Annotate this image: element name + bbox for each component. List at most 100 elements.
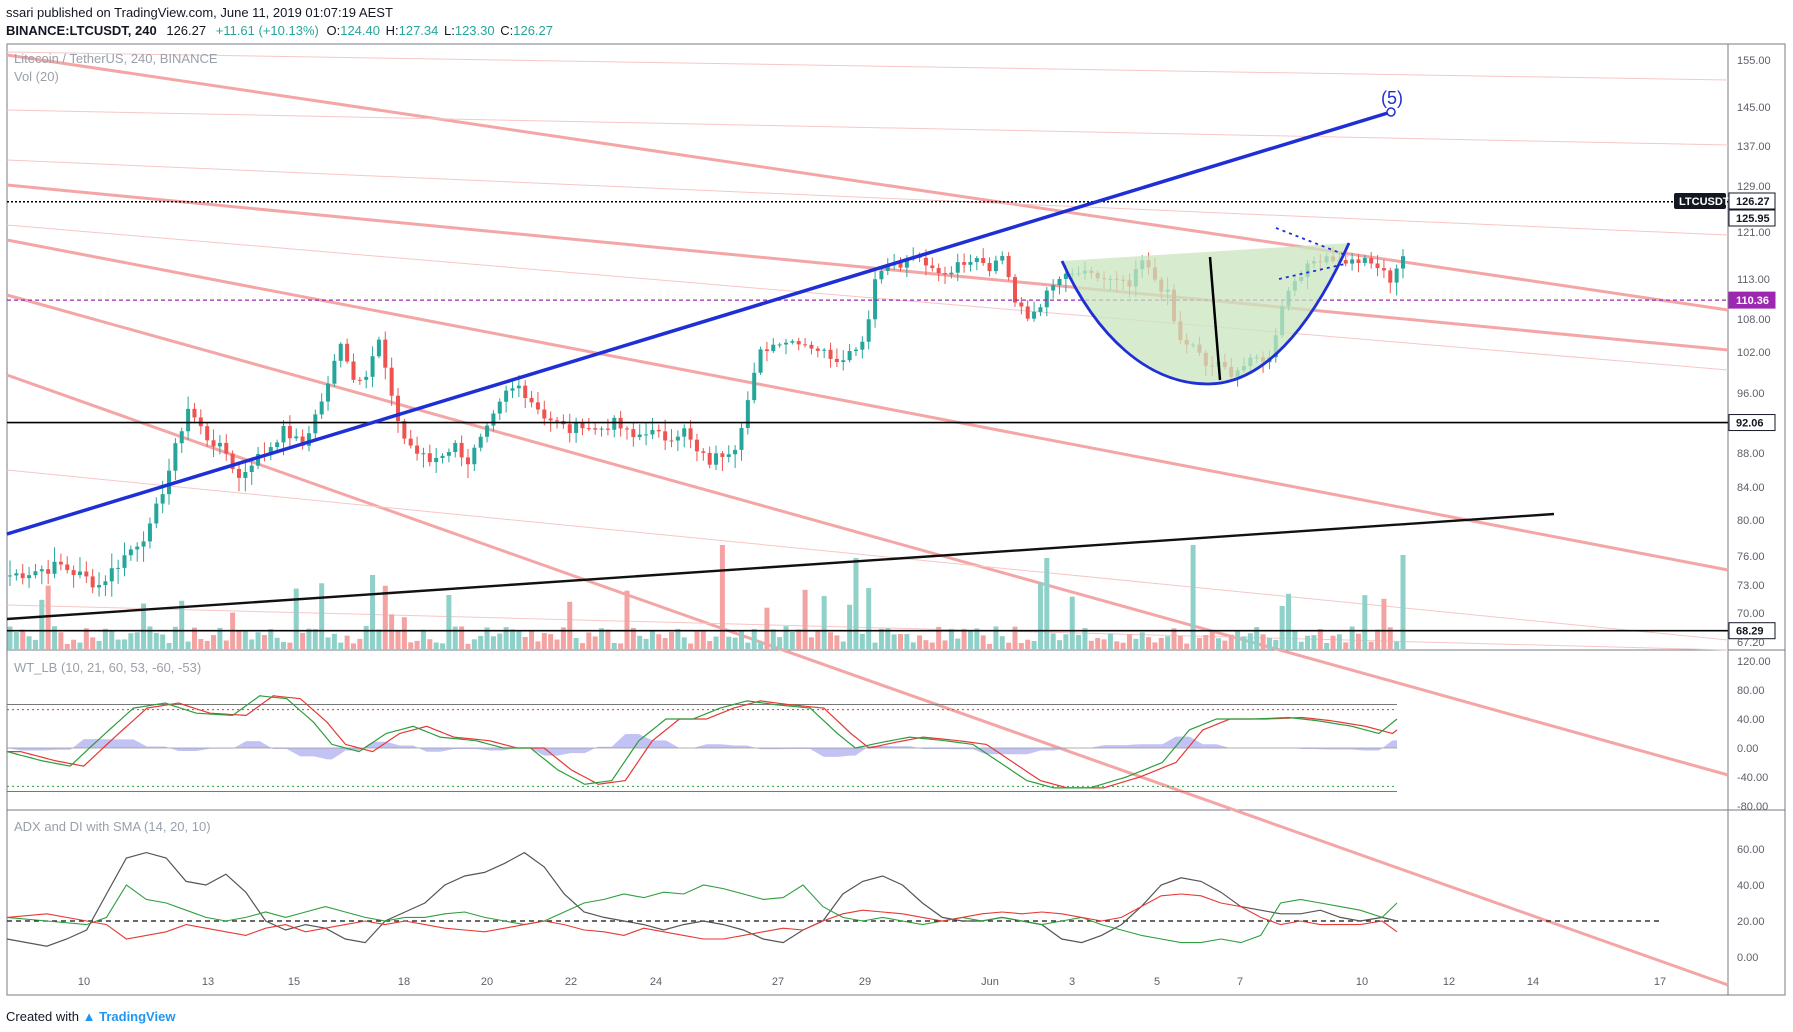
volume-bar (1088, 640, 1094, 650)
candle-body (904, 259, 909, 268)
volume-bar (567, 601, 573, 650)
tradingview-logo-icon[interactable]: ▲ (82, 1009, 96, 1024)
volume-bar (331, 633, 337, 650)
candle-body (128, 549, 133, 556)
candle-body (1369, 258, 1374, 264)
candle-body (955, 262, 960, 273)
candle-body (415, 445, 420, 454)
volume-bar (1126, 634, 1132, 650)
candle-body (173, 443, 178, 471)
candle-body (205, 426, 210, 441)
candle-body (714, 453, 719, 465)
candle-body (1000, 255, 1005, 261)
volume-bar (134, 632, 140, 650)
price-tag-bg (1728, 622, 1776, 640)
candle-body (376, 339, 381, 357)
volume-bar (929, 642, 935, 650)
price-tick-label: 137.00 (1737, 141, 1771, 153)
candle-body (860, 341, 865, 350)
volume-bar (160, 634, 166, 650)
price-labels: LTCUSDT 126.27 125.95 110.36 92.06 68.29 (1674, 192, 1776, 640)
volume-bar (738, 630, 744, 650)
volume-bar (1006, 642, 1012, 650)
volume-bar (872, 642, 878, 650)
volume-bar (516, 631, 522, 650)
candle-body (1057, 279, 1062, 286)
volume-bar (1235, 630, 1241, 650)
candle-body (230, 453, 235, 469)
candle-body (97, 585, 102, 588)
volume-bar (58, 632, 64, 650)
volume-bar (484, 627, 490, 650)
volume-bar (1095, 637, 1101, 650)
low-value: 123.30 (454, 23, 495, 38)
volume-bar (376, 629, 382, 650)
wt-red-line (7, 695, 1398, 789)
volume-bar (319, 583, 325, 650)
volume-bar (662, 638, 668, 650)
channel-line (6, 373, 1729, 987)
volume-bar (789, 632, 795, 650)
candle-body (268, 447, 273, 455)
candle-body (313, 414, 318, 434)
volume-bar (974, 628, 980, 650)
candle-body (427, 453, 432, 463)
volume-bar (1400, 555, 1406, 650)
volume-bar (936, 626, 942, 650)
candle-body (1025, 306, 1030, 319)
volume-bar (1222, 640, 1228, 650)
candle-body (605, 428, 610, 430)
date-tick-label: 12 (1443, 976, 1455, 988)
volume-bar (223, 640, 229, 650)
price-tick-label: 102.00 (1737, 347, 1771, 359)
candle-body (116, 567, 121, 569)
price-tag-bg (1728, 414, 1776, 432)
volume-bar (395, 631, 401, 650)
candle-body (192, 408, 197, 418)
candle-body (726, 454, 731, 457)
volume-bar (52, 626, 58, 650)
price-tick-label: 67.20 (1737, 637, 1765, 649)
wave-label: (5) (1381, 88, 1403, 108)
volume-bar (1120, 642, 1126, 650)
volume-bar (777, 637, 783, 650)
date-tick-label: 17 (1654, 976, 1666, 988)
candle-body (936, 268, 941, 274)
price-tick-label: 88.00 (1737, 448, 1765, 460)
candle-body (71, 570, 76, 576)
volume-bar (942, 640, 948, 650)
volume-bar (191, 627, 197, 650)
volume-bar (141, 603, 147, 650)
volume-bar (427, 639, 433, 650)
candle-body (784, 342, 789, 345)
price-tick-label: 76.00 (1737, 551, 1765, 563)
candle-body (1038, 307, 1043, 312)
candle-body (1394, 268, 1399, 283)
handle-top-line (1275, 227, 1349, 257)
candle-body (962, 262, 967, 265)
channel-thin-line (6, 109, 1729, 146)
volume-bar (885, 628, 891, 650)
candle-body (815, 348, 820, 351)
candle-body (389, 367, 394, 396)
candle-body (555, 420, 560, 422)
candle-body (535, 402, 540, 410)
volume-bar (26, 636, 32, 650)
volume-bar (828, 632, 834, 650)
adx-tick-label: 0.00 (1737, 952, 1758, 964)
volume-bar (1133, 638, 1139, 650)
cup-depth-line (1208, 256, 1222, 381)
volume-bar (1037, 582, 1043, 650)
candle-body (249, 465, 254, 473)
price-tick-label: 96.00 (1737, 388, 1765, 400)
cup-curve (1060, 242, 1351, 386)
volume-bar (898, 634, 904, 650)
candle-body (822, 349, 827, 351)
tradingview-brand[interactable]: TradingView (99, 1009, 176, 1024)
volume-bar (1381, 598, 1387, 650)
volume-bar (1266, 637, 1272, 650)
adx-tick-label: 40.00 (1737, 880, 1765, 892)
candle-body (707, 452, 712, 465)
volume-bar (1158, 638, 1164, 650)
